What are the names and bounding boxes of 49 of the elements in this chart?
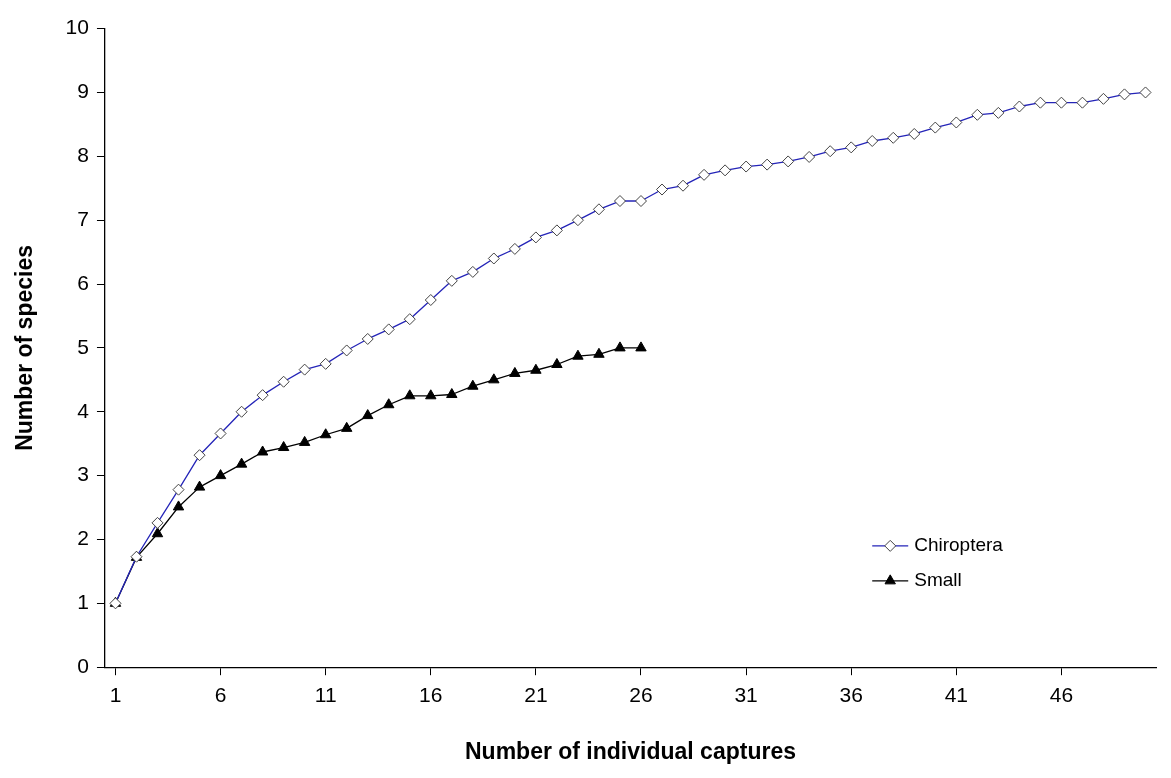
point <box>425 389 437 400</box>
legend-label: Small <box>914 569 962 591</box>
point <box>635 341 647 352</box>
point <box>362 409 374 420</box>
y-tick-label: 4 <box>77 398 90 422</box>
y-tick-label: 3 <box>77 462 89 486</box>
point <box>172 500 185 511</box>
x-tick-label: 41 <box>944 682 968 706</box>
point <box>193 480 206 491</box>
y-tick-label: 2 <box>77 526 89 550</box>
x-tick-label: 1 <box>109 682 122 706</box>
y-tick-label: 6 <box>77 270 89 294</box>
point <box>235 457 248 468</box>
legend-label: Chiroptera <box>914 534 1004 556</box>
point <box>298 435 311 446</box>
point <box>404 389 416 400</box>
point <box>383 398 395 409</box>
point <box>530 363 542 374</box>
y-tick-label: 8 <box>77 143 89 167</box>
x-axis-title: Number of individual captures <box>464 737 796 764</box>
point <box>341 421 353 432</box>
point <box>256 445 269 456</box>
x-tick-label: 6 <box>214 682 227 706</box>
x-tick-label: 31 <box>734 682 758 706</box>
point <box>572 349 584 360</box>
point <box>214 469 227 480</box>
y-tick-label: 10 <box>65 15 89 39</box>
y-tick-label: 7 <box>77 206 89 230</box>
point <box>319 428 332 439</box>
x-tick-label: 11 <box>314 682 337 706</box>
point <box>467 379 479 390</box>
y-tick-label: 1 <box>77 590 89 614</box>
x-tick-label: 46 <box>1049 682 1074 706</box>
x-tick-label: 16 <box>419 682 443 706</box>
y-tick-label: 5 <box>77 334 89 358</box>
point <box>551 358 563 368</box>
y-tick-label: 9 <box>77 79 89 103</box>
point <box>509 366 521 377</box>
point <box>488 373 500 384</box>
x-tick-label: 26 <box>629 682 653 706</box>
point <box>151 527 164 538</box>
y-axis-title: Number of species <box>11 245 38 451</box>
y-tick-label: 0 <box>77 654 89 677</box>
point <box>614 341 626 352</box>
point <box>277 441 290 452</box>
point <box>446 388 458 399</box>
x-tick-label: 36 <box>839 682 863 706</box>
x-tick-label: 21 <box>524 682 548 706</box>
point <box>593 347 605 358</box>
